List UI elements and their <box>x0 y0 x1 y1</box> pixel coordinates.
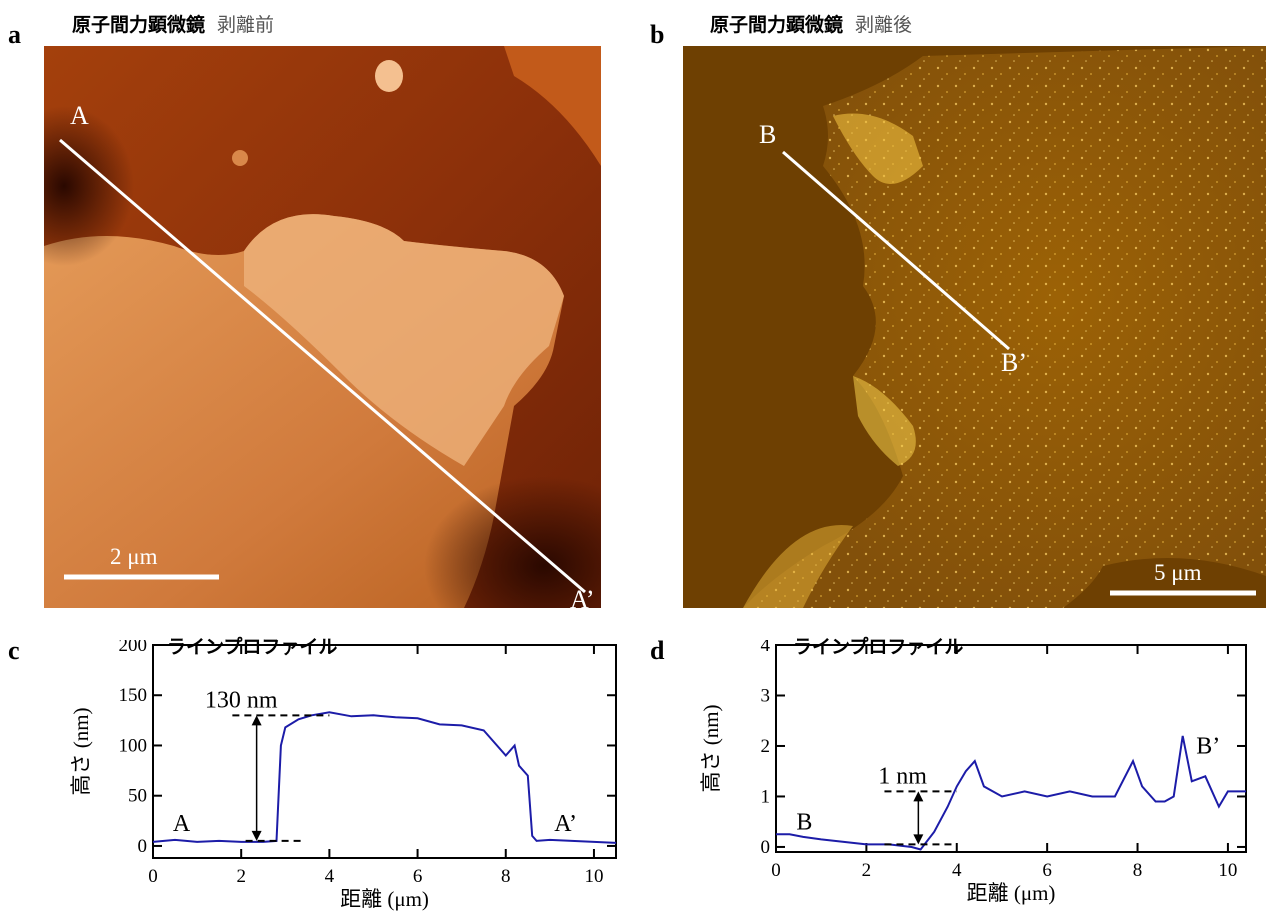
panel-title-c-text: ラインプロファイル <box>167 636 338 658</box>
panel-title-b-sub: 剥離後 <box>855 14 913 36</box>
panel-title-b-bold: 原子間力顕微鏡 <box>710 14 844 36</box>
panel-title-b: 原子間力顕微鏡 剥離後 <box>710 10 912 37</box>
y-tick-label: 4 <box>761 640 771 656</box>
y-tick-label: 100 <box>119 735 148 756</box>
panel-title-a: 原子間力顕微鏡 剥離前 <box>72 10 274 37</box>
x-tick-label: 10 <box>1218 860 1237 881</box>
afm-image-a: A A’ 2 μm <box>44 46 601 608</box>
x-tick-label: 10 <box>584 866 603 887</box>
x-axis-label: 距離 (μm) <box>967 881 1056 905</box>
afm-a-topright-region <box>504 46 601 166</box>
y-axis-label: 高さ (nm) <box>699 704 723 792</box>
y-tick-label: 3 <box>761 685 771 706</box>
afm-a-dark-corner-right <box>424 476 601 608</box>
x-tick-label: 8 <box>501 866 511 887</box>
profile-start-label: A <box>173 811 191 837</box>
y-tick-label: 50 <box>128 786 147 807</box>
afm-image-b: B B’ 5 μm <box>683 46 1266 608</box>
x-tick-label: 4 <box>325 866 335 887</box>
y-tick-label: 2 <box>761 736 771 757</box>
annotation-arrowhead-up <box>913 791 924 802</box>
panel-title-d-text: ラインプロファイル <box>793 636 964 658</box>
x-tick-label: 8 <box>1133 860 1143 881</box>
panel-title-d: ラインプロファイル <box>793 632 975 659</box>
afm-a-flake-bright <box>244 214 564 466</box>
profile-series-line <box>152 711 617 844</box>
profile-series-line <box>776 735 1246 851</box>
profile-start-label: B <box>796 809 812 835</box>
panel-title-c: ラインプロファイル <box>167 632 349 659</box>
x-tick-label: 6 <box>1042 860 1052 881</box>
afm-b-bright-edge-top <box>833 113 923 184</box>
x-tick-label: 4 <box>952 860 962 881</box>
annotation-arrowhead-up <box>251 715 262 726</box>
afm-a-particle-small <box>232 150 248 166</box>
afm-a-scalebar-label: 2 μm <box>110 544 158 569</box>
y-tick-label: 1 <box>761 786 771 807</box>
x-tick-label: 2 <box>862 860 872 881</box>
panel-letter-b: b <box>650 20 665 49</box>
panel-letter-d: d <box>650 636 665 665</box>
annotation-arrowhead-down <box>913 834 924 845</box>
afm-b-start-label: B <box>759 120 776 149</box>
annotation-label: 1 nm <box>878 763 927 789</box>
panel-letter-a: a <box>8 20 21 49</box>
y-axis-label: 高さ (nm) <box>69 707 93 795</box>
afm-a-profile-line <box>59 138 586 594</box>
profile-end-label: B’ <box>1196 734 1220 760</box>
afm-image-a-svg: A A’ 2 μm <box>44 46 601 608</box>
afm-b-bright-edge-left <box>853 376 916 466</box>
afm-b-bright-edge-bottom <box>743 525 853 608</box>
annotation-label: 130 nm <box>205 687 278 713</box>
plot-frame <box>152 644 617 859</box>
y-tick-label: 200 <box>119 640 148 656</box>
panel-title-a-bold: 原子間力顕微鏡 <box>72 14 206 36</box>
panel-title-a-sub: 剥離前 <box>217 14 275 36</box>
x-tick-label: 6 <box>413 866 423 887</box>
x-tick-label: 0 <box>148 866 158 887</box>
afm-image-b-svg: B B’ 5 μm <box>683 46 1266 608</box>
annotation-arrowhead-down <box>251 830 262 841</box>
profile-end-label: A’ <box>554 811 577 837</box>
y-tick-label: 0 <box>761 837 771 858</box>
afm-a-particle <box>375 60 403 92</box>
x-tick-label: 0 <box>771 860 781 881</box>
afm-a-start-label: A <box>70 101 89 130</box>
afm-b-scalebar-label: 5 μm <box>1154 560 1202 585</box>
x-axis-label: 距離 (μm) <box>340 887 429 911</box>
x-tick-label: 2 <box>236 866 246 887</box>
panel-letter-c: c <box>8 636 20 665</box>
afm-a-end-label: A’ <box>570 585 595 608</box>
y-tick-label: 0 <box>138 836 148 857</box>
afm-b-flake-texture <box>743 46 1266 608</box>
y-tick-label: 150 <box>119 685 148 706</box>
afm-b-end-label: B’ <box>1001 348 1027 377</box>
afm-b-profile-line <box>782 150 1010 351</box>
plot-frame <box>775 644 1247 853</box>
